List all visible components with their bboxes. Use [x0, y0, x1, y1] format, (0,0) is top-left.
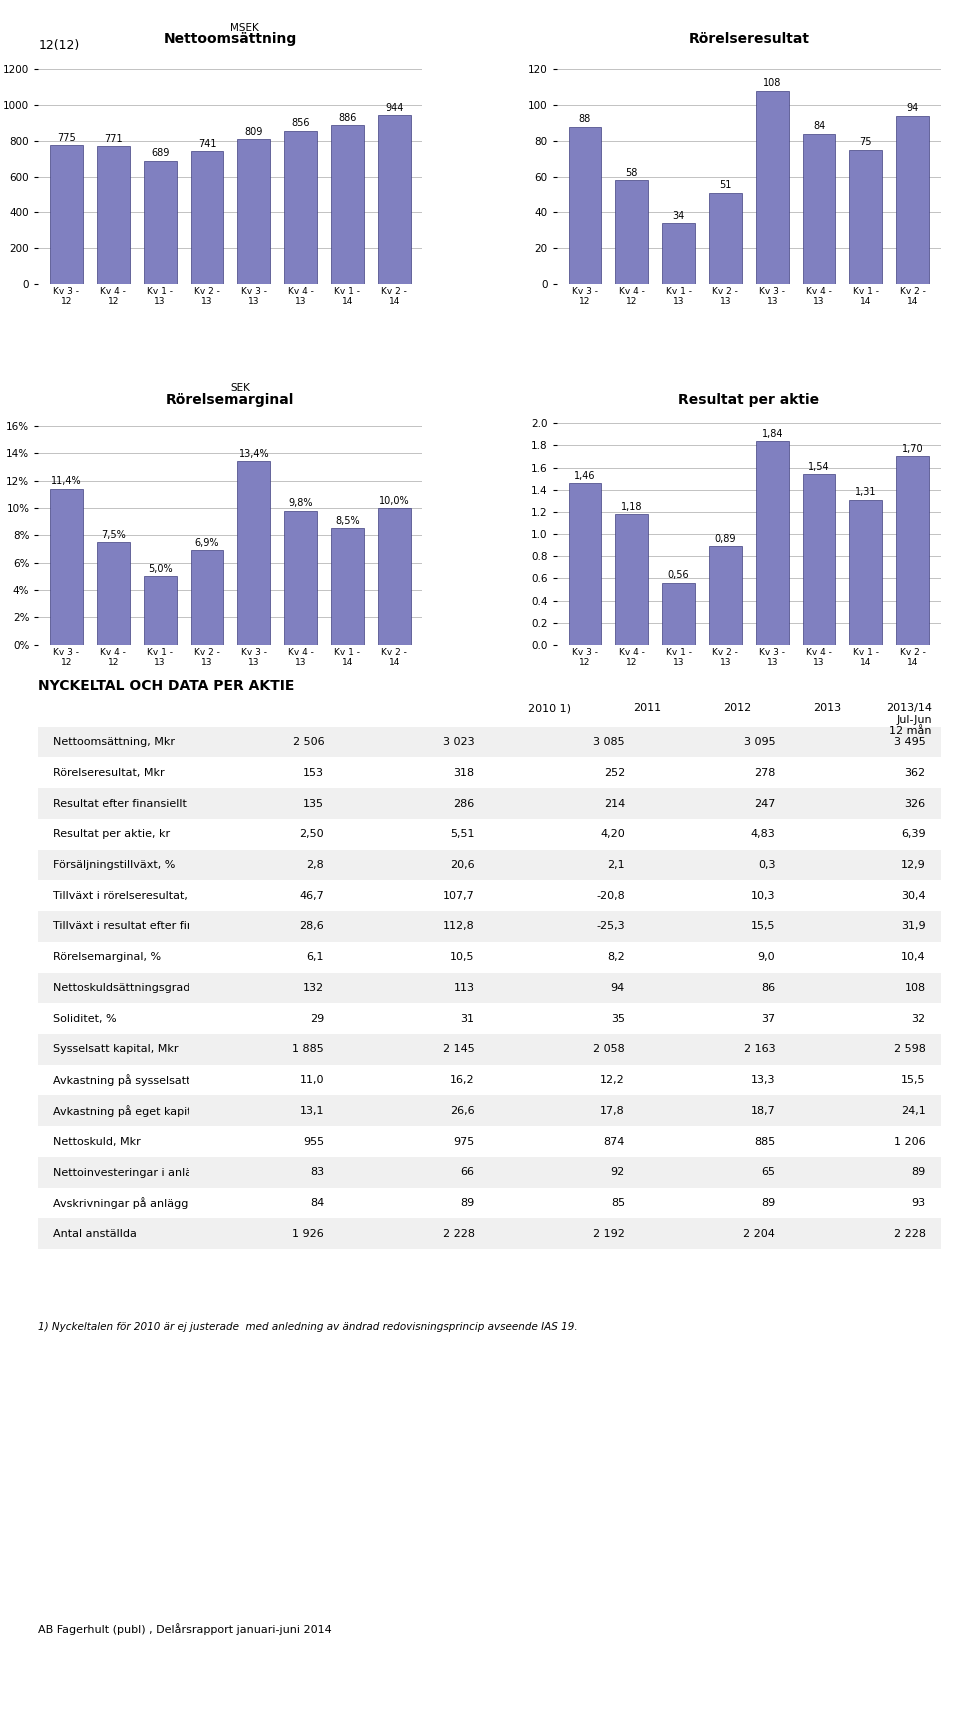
Text: 10,0%: 10,0%	[379, 496, 410, 505]
Text: 88: 88	[579, 115, 591, 125]
Bar	[191, 151, 224, 284]
Text: 6,9%: 6,9%	[195, 537, 219, 548]
Bar	[850, 151, 882, 284]
Bar	[97, 542, 130, 645]
Bar	[284, 510, 317, 645]
Bar	[850, 500, 882, 645]
Text: 108: 108	[763, 79, 781, 89]
Bar	[803, 474, 835, 645]
Bar	[144, 161, 177, 284]
Title: Resultat per aktie: Resultat per aktie	[678, 394, 820, 407]
Text: 856: 856	[292, 118, 310, 128]
Title: Nettoomsättning: Nettoomsättning	[164, 33, 297, 46]
Text: 75: 75	[859, 137, 872, 147]
Bar	[568, 483, 601, 645]
Text: 5,0%: 5,0%	[148, 565, 173, 575]
Text: 1,70: 1,70	[901, 445, 924, 453]
Text: 9,8%: 9,8%	[288, 498, 313, 508]
Text: 51: 51	[719, 180, 732, 190]
Text: 741: 741	[198, 139, 216, 149]
Title: Rörelseresultat: Rörelseresultat	[688, 33, 809, 46]
Text: 809: 809	[245, 127, 263, 137]
Bar	[662, 222, 695, 284]
Text: 1,18: 1,18	[621, 501, 642, 512]
Text: 2013: 2013	[813, 703, 842, 713]
Bar	[568, 127, 601, 284]
Text: 84: 84	[813, 121, 826, 132]
Text: 1,46: 1,46	[574, 471, 595, 481]
Bar	[50, 489, 83, 645]
Text: 2010 1): 2010 1)	[528, 703, 571, 713]
Bar	[237, 462, 270, 645]
Text: 0,56: 0,56	[668, 570, 689, 580]
Text: NYCKELTAL OCH DATA PER AKTIE: NYCKELTAL OCH DATA PER AKTIE	[38, 679, 295, 693]
Bar	[662, 583, 695, 645]
Bar	[284, 130, 317, 284]
Text: 94: 94	[906, 103, 919, 113]
Text: 2011: 2011	[633, 703, 661, 713]
Text: MSEK: MSEK	[230, 22, 259, 33]
Bar	[615, 180, 648, 284]
Bar	[191, 551, 224, 645]
Text: 944: 944	[385, 103, 403, 113]
Bar	[50, 145, 83, 284]
Bar	[331, 125, 364, 284]
Bar	[97, 145, 130, 284]
Bar	[897, 457, 929, 645]
Text: 1,84: 1,84	[761, 428, 783, 438]
Bar	[378, 508, 411, 645]
Text: 1,54: 1,54	[808, 462, 829, 472]
Bar	[803, 133, 835, 284]
Text: 1,31: 1,31	[855, 488, 876, 498]
Text: 7,5%: 7,5%	[101, 530, 126, 541]
Text: AB Fagerhult (publ) , Delårsrapport januari-juni 2014: AB Fagerhult (publ) , Delårsrapport janu…	[38, 1624, 332, 1636]
Bar	[615, 513, 648, 645]
Bar	[144, 577, 177, 645]
Text: 34: 34	[672, 210, 684, 221]
Bar	[378, 115, 411, 284]
Bar	[897, 116, 929, 284]
Text: 0,89: 0,89	[714, 534, 736, 544]
Text: 12(12): 12(12)	[38, 39, 80, 53]
Bar	[756, 91, 788, 284]
Text: 2012: 2012	[723, 703, 752, 713]
Text: 58: 58	[626, 168, 637, 178]
Text: 8,5%: 8,5%	[335, 517, 360, 527]
Text: 2013/14
Jul-Jun
12 mån: 2013/14 Jul-Jun 12 mån	[886, 703, 932, 736]
Bar	[709, 193, 742, 284]
Text: SEK: SEK	[230, 383, 251, 394]
Title: Rörelsemarginal: Rörelsemarginal	[166, 394, 295, 407]
Bar	[331, 529, 364, 645]
Text: 11,4%: 11,4%	[51, 476, 82, 486]
Text: 886: 886	[338, 113, 357, 123]
Bar	[709, 546, 742, 645]
Text: 13,4%: 13,4%	[238, 448, 269, 459]
Text: 775: 775	[58, 133, 76, 144]
Bar	[756, 441, 788, 645]
Text: 689: 689	[151, 149, 169, 159]
Bar	[237, 139, 270, 284]
Text: 771: 771	[104, 133, 123, 144]
Text: 1) Nyckeltalen för 2010 är ej justerade  med anledning av ändrad redovisningspri: 1) Nyckeltalen för 2010 är ej justerade …	[38, 1323, 578, 1333]
